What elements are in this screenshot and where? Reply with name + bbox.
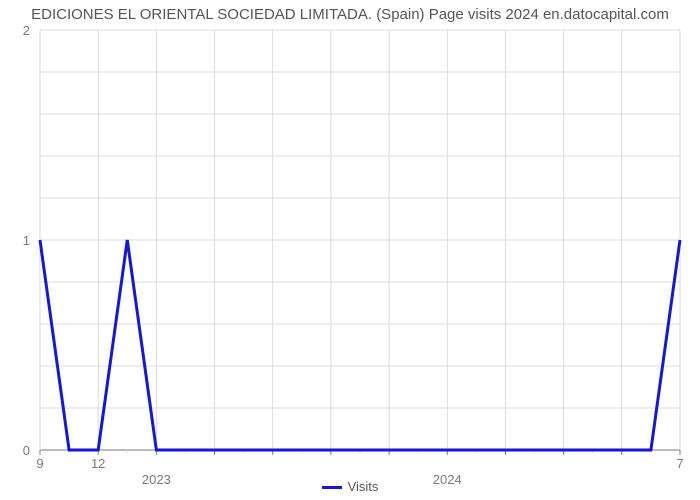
- svg-text:9: 9: [36, 456, 43, 471]
- legend: Visits: [0, 479, 700, 494]
- svg-text:2: 2: [23, 23, 30, 38]
- svg-text:0: 0: [23, 443, 30, 458]
- svg-text:1: 1: [23, 233, 30, 248]
- svg-text:7: 7: [676, 456, 683, 471]
- chart-plot-area: 012971220232024: [40, 30, 680, 450]
- chart-container: EDICIONES EL ORIENTAL SOCIEDAD LIMITADA.…: [0, 0, 700, 500]
- chart-title: EDICIONES EL ORIENTAL SOCIEDAD LIMITADA.…: [0, 0, 700, 25]
- chart-svg: 012971220232024: [40, 30, 680, 450]
- legend-swatch: [322, 486, 342, 489]
- legend-label: Visits: [348, 479, 379, 494]
- svg-text:12: 12: [91, 456, 105, 471]
